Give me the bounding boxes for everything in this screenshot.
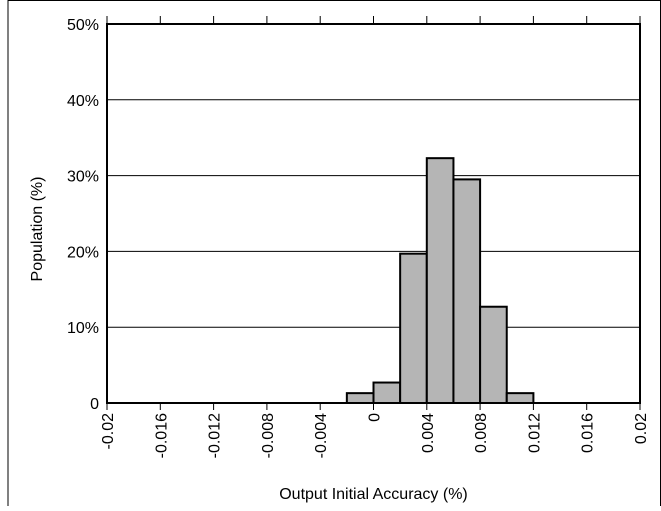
bar-layer xyxy=(345,157,535,405)
y-tick-label: 20% xyxy=(67,244,99,261)
x-tick-label: -0.004 xyxy=(313,413,330,458)
x-tick-label: -0.02 xyxy=(100,413,117,450)
histogram-bar xyxy=(505,392,535,404)
x-tick-label: -0.008 xyxy=(260,413,277,458)
plot-frame xyxy=(106,23,641,404)
x-tick-label: 0.02 xyxy=(633,413,650,444)
x-tick-label: 0 xyxy=(367,413,384,422)
histogram-bar xyxy=(425,157,455,404)
histogram-bar xyxy=(345,392,375,404)
x-tick-label: 0.004 xyxy=(420,413,437,453)
x-tick-label: -0.012 xyxy=(207,413,224,458)
y-tick-label: 0 xyxy=(90,396,99,413)
y-tick-label: 30% xyxy=(67,169,99,186)
histogram-bar xyxy=(372,381,402,404)
x-tick-label: -0.016 xyxy=(153,413,170,458)
label-layer: Output Initial Accuracy (%) Population (… xyxy=(29,177,468,503)
histogram-bar xyxy=(479,305,508,405)
x-tick-label: 0.012 xyxy=(526,413,543,453)
x-tick-label: 0.008 xyxy=(473,413,490,453)
histogram-bar xyxy=(452,178,482,404)
y-tick-label: 50% xyxy=(67,17,99,34)
x-tick-label: 0.016 xyxy=(580,413,597,453)
grid-layer xyxy=(107,99,640,328)
y-axis-title: Population (%) xyxy=(29,177,46,282)
axis-layer: 0 10% 20% 30% 40% 50% -0.02 -0.016 -0.012 -0.008 -… xyxy=(7,0,661,506)
y-tick-label: 10% xyxy=(67,320,99,337)
histogram-bar xyxy=(399,252,428,404)
x-axis-title: Output Initial Accuracy (%) xyxy=(279,486,468,503)
y-tick-label: 40% xyxy=(67,93,99,110)
